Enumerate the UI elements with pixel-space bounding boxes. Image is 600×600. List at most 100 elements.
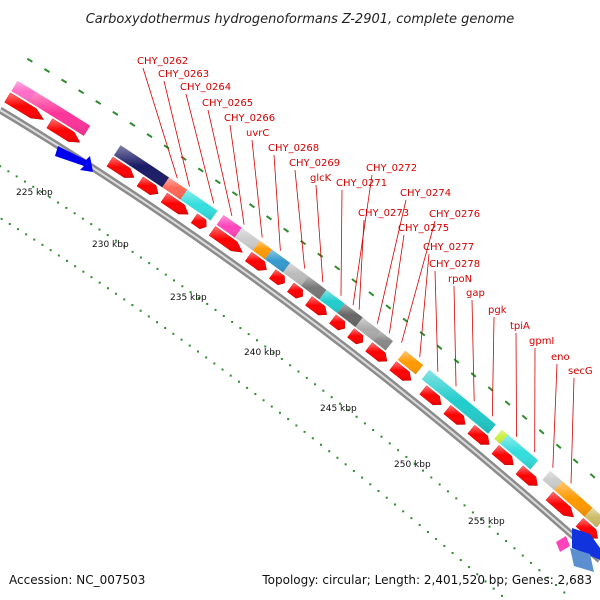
gene-label: secG	[568, 366, 593, 377]
scale-dot	[538, 569, 541, 572]
scale-dot	[188, 344, 191, 347]
scale-dot	[246, 386, 249, 389]
scale-dot	[463, 504, 466, 507]
leader-line	[401, 220, 436, 343]
leader-line	[434, 270, 439, 372]
tick-mark	[504, 400, 511, 406]
scale-dot	[98, 228, 101, 231]
scale-dot	[397, 449, 400, 452]
gene-arrow-gloss	[209, 226, 243, 253]
scale-dot	[139, 256, 142, 259]
tick-mark	[589, 473, 596, 479]
scale-dot	[430, 476, 433, 479]
scale-dot	[344, 463, 347, 466]
leader-line	[376, 199, 407, 324]
gene-label: gpmI	[529, 336, 554, 347]
leader-line	[315, 184, 324, 283]
scale-dot	[254, 393, 257, 396]
leader-line	[207, 109, 233, 217]
scale-dot	[205, 356, 208, 359]
scale-dot	[500, 594, 503, 597]
scale-dot	[148, 262, 151, 265]
gene-label: CHY_0273	[358, 208, 409, 219]
gene-arrow-gloss	[419, 385, 442, 405]
scale-dot	[98, 281, 101, 284]
tick-mark	[265, 215, 273, 221]
scale-dot	[189, 291, 192, 294]
scale-dot	[435, 537, 438, 540]
gene-label: CHY_0275	[398, 223, 449, 234]
scale-dot	[262, 399, 265, 402]
scale-dot	[295, 424, 298, 427]
scale-dot	[7, 170, 10, 173]
leader-line	[570, 377, 575, 484]
feature-bar-gloss	[494, 429, 508, 444]
gene-arrow-gloss	[545, 491, 574, 518]
scale-dot	[123, 245, 126, 248]
gene-label: CHY_0266	[224, 113, 275, 124]
tick-mark	[351, 278, 358, 284]
gene-label: CHY_0272	[366, 163, 417, 174]
scale-dot	[287, 418, 290, 421]
scale-dot	[314, 383, 317, 386]
scale-dot	[328, 450, 331, 453]
genome-summary: Topology: circular; Length: 2,401,520 bp…	[262, 573, 592, 587]
label-leaders	[142, 67, 575, 484]
tick-mark	[78, 89, 85, 95]
map-title: Carboxydothermus hydrogenoformans Z-2901…	[86, 12, 515, 27]
gene-arrow-gloss	[491, 445, 514, 465]
scale-dot	[74, 265, 77, 268]
feature-bar-gloss	[180, 189, 218, 221]
scale-dot	[455, 497, 458, 500]
scale-dots	[0, 165, 566, 597]
scale-dot	[197, 297, 200, 300]
scale-dot	[82, 270, 85, 273]
scale-dot	[496, 532, 499, 535]
tick-mark	[95, 100, 102, 105]
gene-labels: CHY_0262 CHY_0263 CHY_0264 CHY_0265 CHY_…	[137, 56, 593, 377]
scale-dot	[388, 442, 391, 445]
feature-bar-gloss	[373, 331, 394, 351]
tick-mark	[419, 331, 426, 337]
leader-line	[163, 80, 190, 187]
scale-dot	[131, 304, 134, 307]
scale-dot	[48, 196, 51, 199]
tick-mark	[197, 167, 204, 173]
scale-dot	[468, 566, 471, 569]
tick-mark	[60, 78, 68, 84]
scale-dot	[0, 165, 2, 168]
leader-line	[294, 169, 306, 269]
scale-dot	[106, 287, 109, 290]
feature-bar-gloss	[301, 276, 327, 300]
tick-mark	[300, 240, 307, 246]
gene-arrow-gloss	[269, 269, 285, 285]
scale-label-245: 245 kbp	[320, 404, 357, 414]
gene-arrow-gloss	[329, 314, 345, 331]
tick-mark	[453, 358, 460, 364]
tick-mark	[487, 386, 494, 392]
scale-dot	[255, 339, 258, 342]
scale-dot	[57, 254, 60, 257]
scale-dot	[361, 476, 364, 479]
feature-bar-gloss	[397, 350, 424, 375]
gene-arrows	[4, 92, 600, 572]
scale-dot	[422, 469, 425, 472]
scale-dot	[90, 223, 93, 226]
tick-mark	[436, 344, 443, 350]
scale-dot	[172, 332, 175, 335]
gene-label: CHY_0271	[336, 178, 387, 189]
scale-dot	[305, 376, 308, 379]
scale-dot	[278, 411, 281, 414]
tick-mark	[26, 57, 33, 63]
tick-mark	[385, 304, 392, 310]
gene-arrow-gloss	[191, 213, 207, 229]
tick-mark	[248, 203, 255, 209]
feature-bar	[570, 548, 594, 572]
scale-dot	[369, 483, 372, 486]
gene-label: CHY_0269	[289, 158, 340, 169]
scale-dot	[164, 273, 167, 276]
scale-dot	[372, 429, 375, 432]
scale-dot	[222, 314, 225, 317]
scale-dot	[492, 587, 495, 590]
scale-dot	[303, 430, 306, 433]
